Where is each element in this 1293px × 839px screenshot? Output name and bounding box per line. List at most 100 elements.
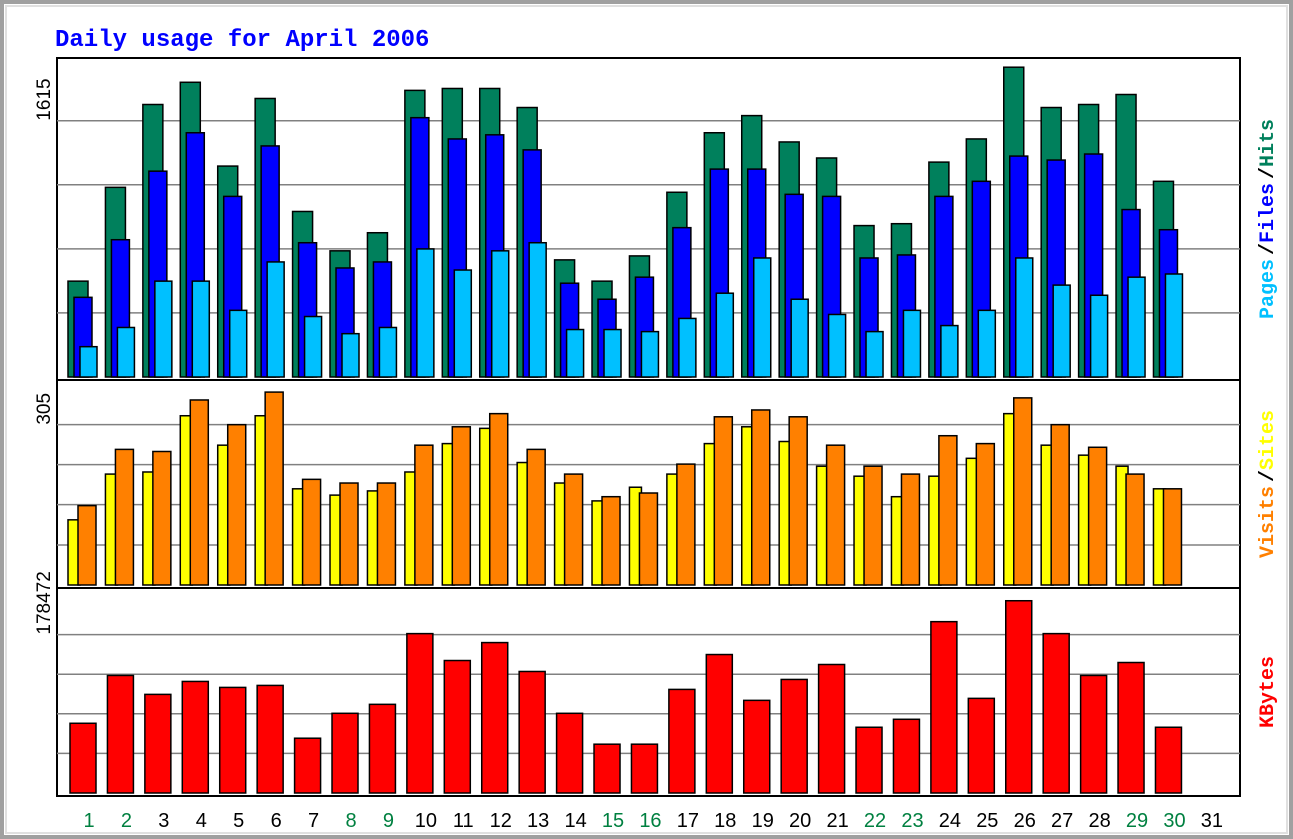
x-tick-label: 7	[308, 810, 319, 832]
bar	[226, 423, 247, 586]
bar	[368, 703, 397, 794]
bar	[678, 317, 697, 378]
bar	[518, 670, 546, 794]
bar	[1089, 294, 1109, 378]
frame-inner	[5, 5, 1288, 834]
bar	[526, 448, 546, 586]
bar	[77, 504, 97, 586]
bar	[443, 659, 472, 794]
bar	[106, 674, 135, 794]
bar	[1005, 599, 1033, 794]
bar	[1079, 674, 1108, 794]
x-tick-label: 5	[233, 810, 244, 832]
bar	[780, 678, 808, 794]
bar	[630, 743, 659, 794]
legend: Visits /Sites	[1257, 410, 1280, 558]
legend: KBytes	[1257, 656, 1280, 728]
bar	[938, 434, 958, 586]
bar	[266, 261, 285, 378]
bar	[752, 257, 772, 378]
bar	[378, 326, 398, 378]
bar	[676, 463, 696, 586]
x-tick-label: 23	[901, 810, 923, 832]
legend-separator: /	[1257, 470, 1280, 482]
bar	[406, 632, 434, 794]
x-tick-label: 29	[1126, 810, 1148, 832]
bar	[555, 712, 584, 794]
bar	[303, 315, 323, 378]
bar	[264, 391, 284, 586]
legend: Pages/Files/Hits	[1257, 119, 1280, 319]
bar	[1013, 397, 1033, 586]
x-tick-label: 20	[789, 810, 811, 832]
x-tick-label: 25	[976, 810, 998, 832]
bar	[293, 737, 322, 794]
bar	[742, 699, 771, 794]
bar	[490, 250, 510, 378]
bar	[1162, 488, 1183, 586]
bar	[154, 280, 173, 378]
x-tick-label: 10	[415, 810, 437, 832]
x-tick-label: 16	[639, 810, 661, 832]
x-tick-label: 21	[826, 810, 848, 832]
bar	[79, 345, 98, 378]
bar	[331, 712, 359, 794]
bar	[855, 726, 883, 794]
bar	[640, 330, 660, 378]
x-tick-label: 31	[1201, 810, 1223, 832]
y-tick-label: 305	[34, 393, 55, 425]
bar	[181, 680, 210, 794]
legend-entry: Visits	[1257, 486, 1280, 558]
x-tick-label: 26	[1014, 810, 1036, 832]
x-tick-label: 14	[564, 810, 586, 832]
bar	[892, 718, 921, 794]
bar	[593, 743, 621, 794]
bar	[228, 309, 248, 378]
y-tick-label: 178472	[34, 571, 55, 634]
x-tick-label: 8	[345, 810, 356, 832]
legend-entry: Files	[1257, 183, 1280, 243]
bar	[341, 332, 360, 378]
bar	[191, 280, 211, 378]
legend-entry: Sites	[1257, 410, 1280, 470]
x-tick-label: 22	[864, 810, 886, 832]
x-tick-label: 4	[196, 810, 207, 832]
bar	[1125, 473, 1145, 586]
bar	[339, 482, 359, 586]
bar	[715, 292, 735, 378]
x-tick-label: 15	[602, 810, 624, 832]
bar	[1164, 273, 1184, 378]
x-tick-label: 19	[752, 810, 774, 832]
bar	[563, 473, 584, 586]
bar	[1042, 632, 1070, 794]
x-tick-label: 18	[714, 810, 736, 832]
legend-entry: Pages	[1257, 259, 1280, 319]
bar	[1127, 276, 1146, 378]
bar	[975, 442, 996, 586]
bar	[189, 399, 210, 586]
bar	[1050, 423, 1070, 586]
bar	[528, 241, 547, 378]
bar	[865, 330, 884, 378]
bar	[940, 324, 959, 378]
bar	[116, 326, 136, 378]
bar	[638, 492, 659, 586]
legend-separator: /	[1257, 167, 1280, 179]
bar	[451, 426, 472, 586]
bar	[301, 478, 322, 586]
x-tick-label: 9	[383, 810, 394, 832]
legend-entry: KBytes	[1257, 656, 1280, 728]
bar	[977, 309, 997, 378]
x-tick-label: 12	[490, 810, 512, 832]
bar	[69, 722, 97, 794]
bar	[1117, 661, 1145, 794]
x-tick-label: 28	[1088, 810, 1110, 832]
legend-separator: /	[1257, 243, 1280, 255]
bar	[152, 450, 172, 586]
bar	[930, 620, 958, 794]
bar	[1015, 257, 1034, 378]
bar	[218, 686, 247, 794]
bar	[144, 693, 172, 794]
bar	[488, 412, 509, 586]
